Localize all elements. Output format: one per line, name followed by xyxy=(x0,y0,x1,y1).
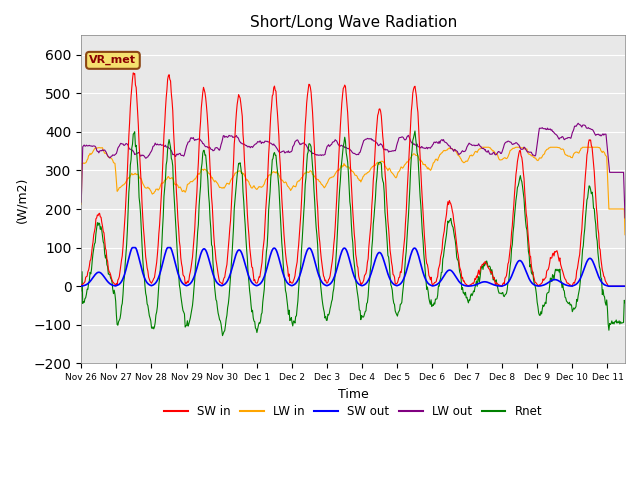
LW in xyxy=(467,152,475,158)
LW out xyxy=(309,151,317,156)
Line: LW out: LW out xyxy=(81,123,625,218)
SW in xyxy=(621,283,629,289)
LW in xyxy=(621,232,629,238)
SW in xyxy=(79,281,87,287)
SW out xyxy=(481,279,489,285)
Line: Rnet: Rnet xyxy=(81,131,625,336)
SW in xyxy=(129,70,137,76)
Rnet xyxy=(77,288,85,294)
Rnet xyxy=(469,291,477,297)
SW in xyxy=(154,242,162,248)
SW out xyxy=(621,283,629,289)
Y-axis label: (W/m2): (W/m2) xyxy=(15,176,28,223)
SW out xyxy=(129,245,136,251)
LW out xyxy=(330,139,337,145)
LW in xyxy=(154,186,161,192)
LW out xyxy=(154,141,161,147)
Rnet xyxy=(79,299,87,304)
SW in xyxy=(481,258,489,264)
LW in xyxy=(481,144,489,150)
Text: VR_met: VR_met xyxy=(90,55,136,65)
LW out xyxy=(574,120,582,126)
SW in xyxy=(468,281,476,287)
SW out xyxy=(79,283,87,288)
SW in xyxy=(331,235,339,240)
LW in xyxy=(79,160,87,166)
SW out xyxy=(310,255,318,261)
SW out xyxy=(77,283,85,289)
X-axis label: Time: Time xyxy=(338,388,369,401)
LW in xyxy=(309,171,317,177)
Line: LW in: LW in xyxy=(81,147,625,235)
SW out xyxy=(604,283,612,289)
Rnet xyxy=(154,304,161,310)
Rnet xyxy=(331,278,339,284)
LW in xyxy=(77,202,85,207)
Line: SW out: SW out xyxy=(81,248,625,286)
Rnet xyxy=(411,128,419,134)
Rnet xyxy=(482,260,490,266)
LW out xyxy=(467,142,475,147)
SW out xyxy=(331,274,339,279)
SW out xyxy=(468,283,476,288)
LW out xyxy=(79,143,87,149)
LW out xyxy=(481,147,488,153)
Legend: SW in, LW in, SW out, LW out, Rnet: SW in, LW in, SW out, LW out, Rnet xyxy=(159,401,547,423)
Rnet xyxy=(621,300,629,306)
SW in xyxy=(77,282,85,288)
Line: SW in: SW in xyxy=(81,73,625,286)
LW in xyxy=(477,144,485,150)
SW out xyxy=(154,276,162,281)
Rnet xyxy=(219,333,227,338)
SW in xyxy=(604,283,612,289)
Rnet xyxy=(310,187,318,193)
SW in xyxy=(310,136,318,142)
Title: Short/Long Wave Radiation: Short/Long Wave Radiation xyxy=(250,15,457,30)
LW out xyxy=(77,199,85,205)
LW in xyxy=(330,173,337,179)
LW out xyxy=(621,215,629,221)
